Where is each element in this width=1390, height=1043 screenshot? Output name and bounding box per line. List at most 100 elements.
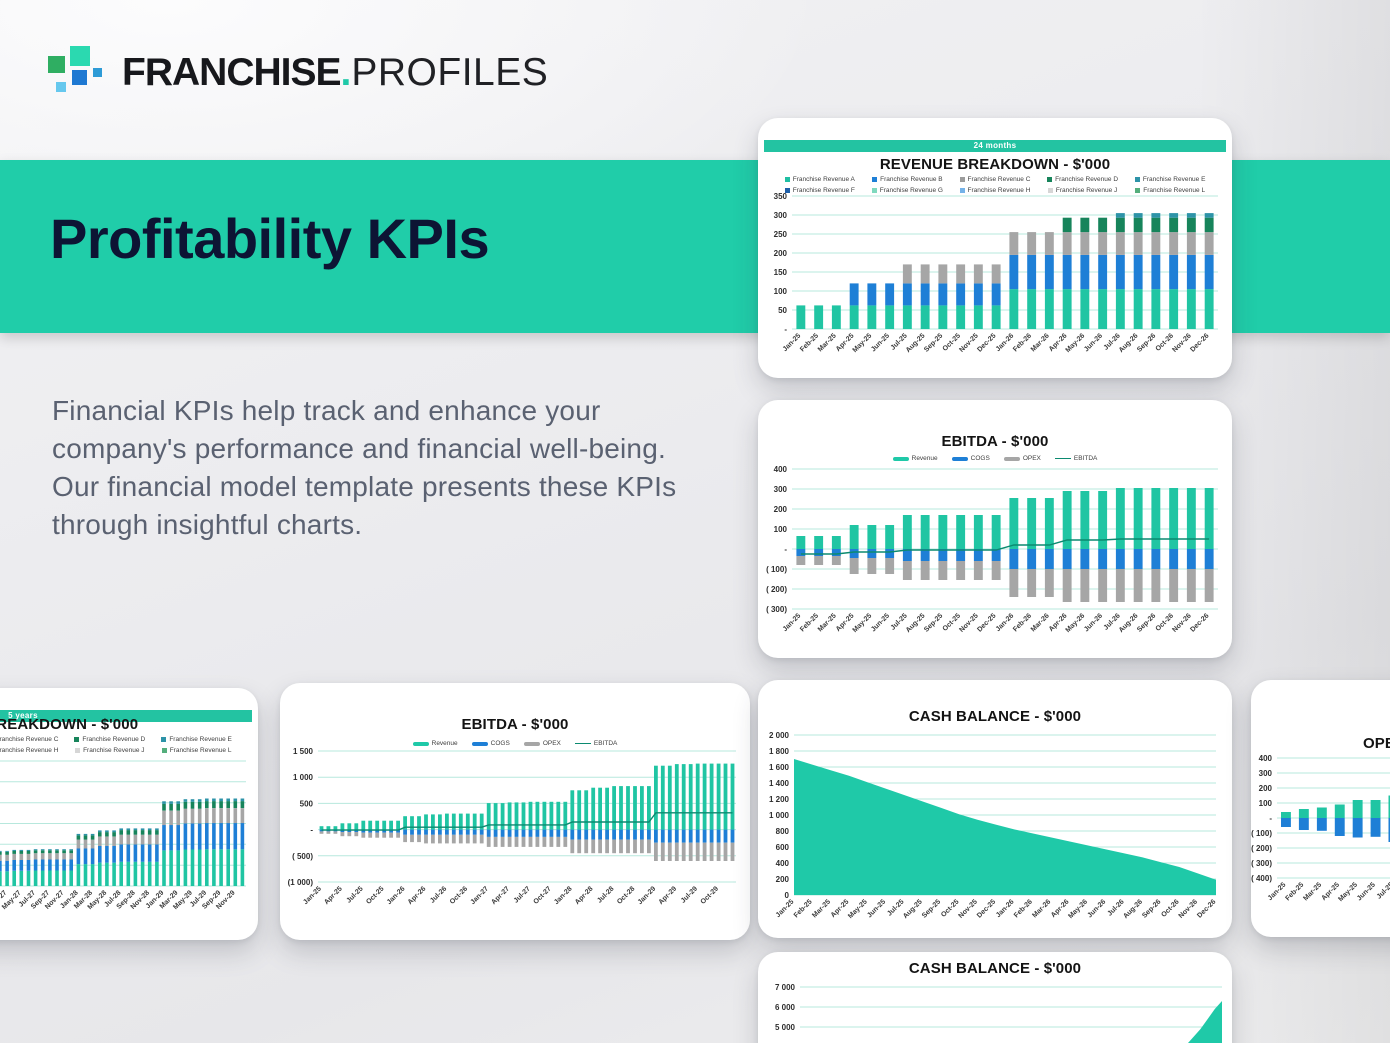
svg-text:Jun-25: Jun-25 (1356, 881, 1377, 902)
legend-marker (574, 742, 591, 745)
svg-text:400: 400 (776, 859, 790, 868)
svg-text:100: 100 (774, 525, 788, 534)
svg-text:Jan-28: Jan-28 (553, 885, 574, 906)
legend-label: Revenue (431, 740, 458, 747)
svg-text:( 500): ( 500) (292, 852, 313, 861)
svg-text:Aug-26: Aug-26 (1118, 332, 1140, 354)
svg-text:May-26: May-26 (1067, 898, 1089, 920)
svg-text:1 200: 1 200 (769, 795, 790, 804)
svg-text:( 300): ( 300) (1251, 859, 1272, 868)
svg-text:400: 400 (774, 465, 788, 474)
svg-text:Jan-26: Jan-26 (995, 898, 1016, 919)
svg-text:Jul-25: Jul-25 (345, 885, 364, 904)
brand-dot: . (340, 51, 352, 94)
legend-label: Franchise Revenue L (1143, 187, 1206, 194)
ebitda-24m-chart: 400 300 200 100-( 100)( 200)( 300) Jan-25 Feb… (758, 400, 1232, 658)
operating-chart-card: OPE 400 300 200 100 - ( 100) ( 200) ( 300) ( 400… (1251, 680, 1390, 937)
svg-text:Jun-26: Jun-26 (1083, 612, 1104, 633)
legend-item: Franchise Revenue D (66, 736, 153, 743)
svg-text:250: 250 (774, 230, 788, 239)
legend-item: Franchise Revenue H (0, 747, 66, 754)
chart-legend: Revenue COGS OPEX EBITDA (758, 455, 1232, 462)
legend-label: Franchise Revenue B (880, 176, 943, 183)
brand-wordmark: FRANCHISE.PROFILES (122, 44, 548, 102)
svg-text:350: 350 (774, 192, 788, 201)
legend-item: Franchise Revenue F (776, 187, 864, 194)
svg-text:5 000: 5 000 (775, 1023, 796, 1032)
svg-text:Dec-25: Dec-25 (976, 612, 997, 633)
svg-text:1 500: 1 500 (293, 747, 314, 756)
svg-text:Jan-29: Jan-29 (637, 885, 658, 906)
svg-text:Feb-25: Feb-25 (799, 612, 820, 633)
revenue-breakdown-24m-card: 24 months REVENUE BREAKDOWN - $'000 Fran… (758, 118, 1232, 378)
legend-marker (1054, 457, 1071, 460)
svg-text:May-25: May-25 (852, 332, 874, 354)
legend-item: COGS (951, 455, 990, 462)
svg-text:Oct-25: Oct-25 (365, 885, 385, 905)
svg-text:Jun-25: Jun-25 (870, 332, 891, 353)
legend-label: Franchise Revenue C (0, 736, 59, 743)
brand-name-bold: FRANCHISE (122, 51, 342, 94)
svg-text:Nov-26: Nov-26 (1171, 332, 1193, 354)
legend-item: Franchise Revenue D (1039, 176, 1127, 183)
svg-text:Jul-25: Jul-25 (1376, 881, 1390, 900)
svg-text:500: 500 (300, 799, 314, 808)
intro-line: Financial KPIs help track and enhance yo… (52, 395, 601, 426)
svg-text:Dec-26: Dec-26 (1189, 332, 1210, 353)
chart-title: EBITDA - $'000 (941, 433, 1049, 450)
legend-marker (1047, 188, 1053, 193)
svg-text:Oct-26: Oct-26 (449, 885, 469, 905)
svg-text:Sep-25: Sep-25 (923, 332, 944, 353)
svg-text:-: - (310, 826, 313, 835)
chart-legend: Revenue COGS OPEX EBITDA (280, 740, 750, 747)
intro-line: company's performance and financial well… (52, 433, 666, 464)
legend-item: Franchise Revenue L (153, 747, 240, 754)
svg-text:Apr-25: Apr-25 (323, 885, 344, 906)
legend-item: Franchise Revenue B (864, 176, 952, 183)
intro-line: Our financial model template presents th… (52, 471, 677, 502)
svg-text:Dec-26: Dec-26 (1189, 612, 1210, 633)
legend-marker (471, 741, 488, 746)
legend-item: Franchise Revenue C (0, 736, 66, 743)
legend-marker (892, 456, 909, 461)
legend-marker (784, 188, 790, 193)
legend-label: COGS (970, 455, 990, 462)
legend-label: Franchise Revenue D (82, 736, 146, 743)
svg-text:150: 150 (774, 268, 788, 277)
svg-text:Feb-26: Feb-26 (1012, 332, 1033, 353)
legend-item: EBITDA (1054, 455, 1097, 462)
svg-text:(1 000): (1 000) (288, 878, 314, 887)
svg-text:Aug-25: Aug-25 (905, 332, 927, 354)
svg-text:Nov-25: Nov-25 (958, 612, 980, 634)
svg-text:Aug-26: Aug-26 (1118, 612, 1140, 634)
svg-text:200: 200 (776, 875, 790, 884)
svg-text:Sep-25: Sep-25 (921, 898, 942, 919)
legend-item: Revenue (412, 740, 458, 747)
svg-text:Feb-25: Feb-25 (793, 898, 814, 919)
svg-text:Jan-26: Jan-26 (386, 885, 407, 906)
svg-text:Jan-25: Jan-25 (1267, 881, 1288, 902)
svg-text:Aug-25: Aug-25 (905, 612, 927, 634)
svg-text:Mar-25: Mar-25 (817, 612, 838, 633)
svg-text:7 000: 7 000 (775, 983, 796, 992)
legend-item: Franchise Revenue H (951, 187, 1039, 194)
legend-item: Franchise Revenue E (153, 736, 240, 743)
legend-item: Franchise Revenue E (1126, 176, 1214, 183)
chart-title: REVENUE BREAKDOWN - $'000 (879, 156, 1111, 173)
svg-text:( 200): ( 200) (1251, 844, 1272, 853)
svg-text:Dec-26: Dec-26 (1196, 898, 1217, 919)
logo-square-lightblue (56, 82, 66, 92)
legend-label: Franchise Revenue J (83, 747, 145, 754)
legend-label: Franchise Revenue L (169, 747, 232, 754)
svg-text:800: 800 (776, 827, 790, 836)
svg-text:Apr-26: Apr-26 (407, 885, 428, 906)
svg-text:Mar-26: Mar-26 (1030, 612, 1051, 633)
svg-text:Jan-25: Jan-25 (302, 885, 323, 906)
legend-marker (1003, 456, 1020, 461)
cash-balance-24m-card: CASH BALANCE - $'000 2 000 1 800 1 600 1 40… (758, 680, 1232, 938)
